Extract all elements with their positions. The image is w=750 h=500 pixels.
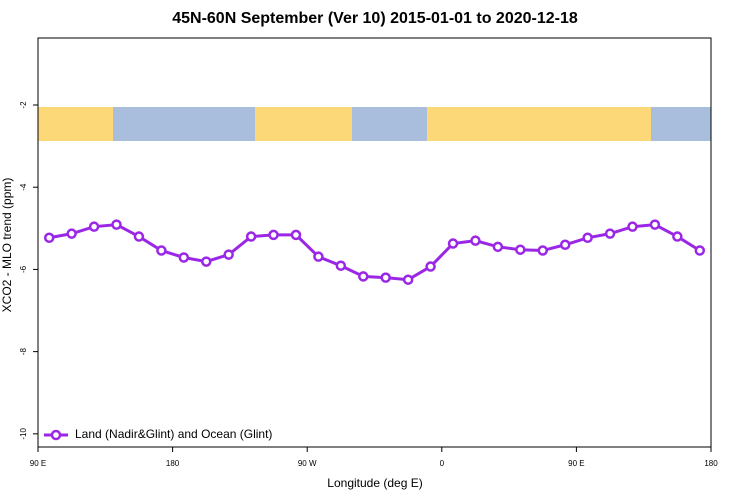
x-tick-label: 0 — [440, 459, 445, 468]
chart-title: 45N-60N September (Ver 10) 2015-01-01 to… — [172, 10, 578, 27]
x-axis-label: Longitude (deg E) — [327, 476, 422, 490]
point — [66, 228, 77, 239]
x-tick-label: 180 — [166, 459, 180, 468]
point — [582, 232, 593, 244]
point — [559, 239, 571, 251]
point — [133, 231, 145, 242]
point — [492, 241, 504, 253]
point — [335, 260, 347, 271]
point — [672, 231, 683, 242]
x-tick-label: 90 E — [568, 459, 584, 468]
point — [290, 229, 302, 241]
point — [111, 219, 122, 230]
y-tick-label: -10 — [19, 428, 28, 440]
point — [43, 232, 55, 244]
point — [178, 252, 190, 263]
y-tick-label: -8 — [19, 348, 28, 356]
point — [627, 221, 638, 232]
point — [88, 221, 100, 232]
point — [223, 249, 234, 260]
point — [649, 219, 661, 230]
point — [402, 274, 414, 285]
point — [470, 235, 481, 246]
legend-marker — [50, 429, 62, 441]
y-tick-label: -6 — [19, 265, 28, 273]
plot-frame — [37, 37, 712, 448]
land — [38, 107, 113, 141]
point — [380, 272, 391, 283]
point — [156, 245, 167, 256]
land — [255, 107, 352, 141]
legend-label: Land (Nadir&Glint) and Ocean (Glint) — [75, 427, 272, 441]
point — [515, 244, 526, 255]
point — [604, 228, 616, 239]
point — [447, 238, 459, 249]
map-band — [38, 107, 711, 141]
series-line — [48, 223, 701, 282]
x-tick-label: 90 W — [298, 459, 317, 468]
y-tick-label: -2 — [19, 101, 28, 109]
point — [358, 271, 369, 282]
point — [245, 231, 257, 242]
x-tick-label: 180 — [704, 459, 718, 468]
y-tick-label: -4 — [19, 183, 28, 191]
point — [313, 251, 324, 262]
land — [427, 107, 651, 141]
point — [201, 256, 212, 267]
x-tick-label: 90 E — [30, 459, 46, 468]
point — [268, 229, 279, 241]
point — [694, 245, 706, 256]
y-axis-label: XCO2 - MLO trend (ppm) — [0, 178, 14, 313]
point — [537, 245, 548, 256]
point — [425, 261, 436, 272]
